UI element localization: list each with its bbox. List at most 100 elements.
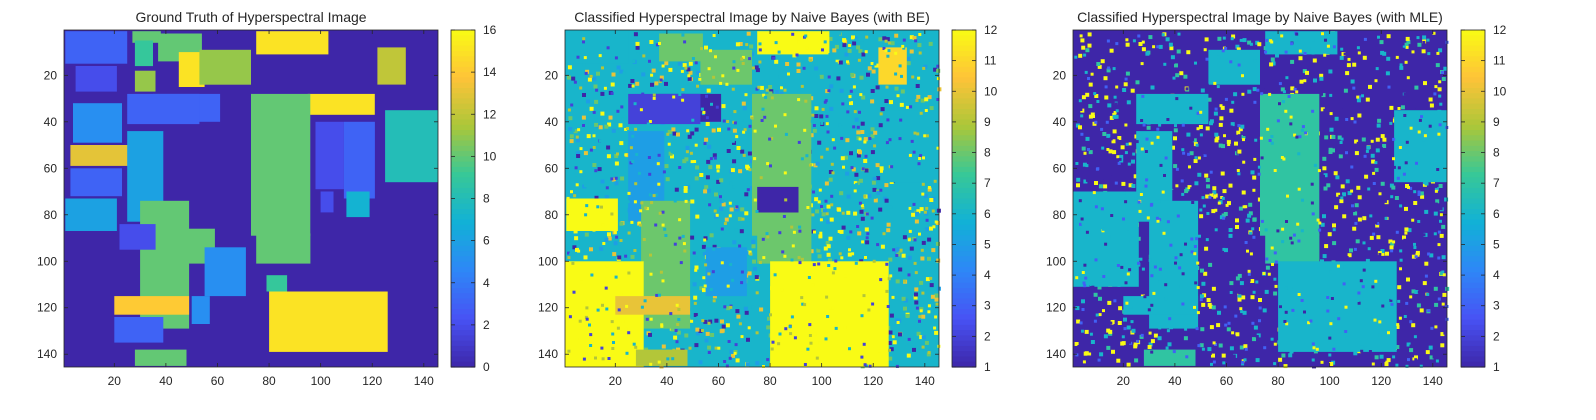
heatmap-speckle-cell [1074,55,1078,59]
heatmap-speckle-cell [1140,119,1144,122]
heatmap-noise-cell [650,82,654,87]
heatmap-speckle-cell [633,200,637,204]
heatmap-noise-cell [704,137,709,142]
heatmap-speckle-cell [691,118,695,122]
heatmap-noise-cell [1299,79,1304,84]
heatmap-speckle-cell [936,77,940,81]
heatmap-noise-cell [712,244,717,249]
heatmap-speckle-cell [789,332,793,336]
heatmap-noise-cell [852,41,857,46]
heatmap-speckle-cell [1311,344,1315,347]
heatmap-noise-cell [716,179,721,184]
heatmap-speckle-cell [612,341,615,344]
heatmap-noise-cell [923,194,928,199]
heatmap-noise-cell [1357,113,1362,118]
heatmap-speckle-cell [1075,162,1079,165]
heatmap-speckle-cell [1202,79,1206,83]
heatmap-noise-cell [826,204,831,209]
heatmap-noise-cell [916,331,921,336]
heatmap-speckle-cell [723,222,727,225]
heatmap-speckle-cell [732,60,736,64]
heatmap-region-5 [878,47,907,85]
heatmap-speckle-cell [656,162,660,166]
heatmap-speckle-cell [1438,251,1441,255]
heatmap-speckle-cell [879,112,883,116]
heatmap-noise-cell [856,45,861,50]
y-tick-label: 140 [538,347,558,361]
heatmap-noise-cell [752,259,757,264]
heatmap-speckle-cell [1269,39,1273,43]
heatmap-noise-cell [1111,349,1115,354]
heatmap-noise-cell [916,94,921,99]
heatmap-speckle-cell [734,228,738,232]
heatmap-speckle-cell [634,127,638,131]
heatmap-speckle-cell [731,139,735,143]
heatmap-noise-cell [1404,42,1409,47]
colorbar-segment [451,293,475,300]
heatmap-noise-cell [899,102,904,107]
heatmap-speckle-cell [1094,205,1098,209]
heatmap-speckle-cell [1229,163,1233,167]
heatmap-speckle-cell [1075,353,1079,357]
colorbar-segment [952,209,976,215]
heatmap-speckle-cell [1397,235,1401,239]
heatmap-speckle-cell [910,139,914,143]
heatmap-speckle-cell [1397,299,1401,303]
heatmap-speckle-cell [1240,310,1244,314]
heatmap-noise-cell [823,208,827,213]
heatmap-speckle-cell [1361,285,1365,289]
heatmap-noise-cell [849,101,853,106]
heatmap-noise-cell [1117,321,1122,325]
heatmap-speckle-cell [709,157,713,161]
heatmap-noise-cell [1081,146,1086,151]
heatmap-region-17 [615,296,691,315]
heatmap-noise-cell [1150,85,1155,90]
colorbar-segment [451,30,475,36]
chart-panel-1: 20 40 60 80 100 120 14020406080100120140Ground… [37,9,497,388]
heatmap-speckle-cell [1365,167,1369,171]
heatmap-noise-cell [1252,87,1257,92]
heatmap-speckle-cell [870,62,874,65]
heatmap-noise-cell [707,144,712,149]
heatmap-speckle-cell [1323,53,1327,57]
colorbar-segment [952,151,976,157]
heatmap-speckle-cell [713,209,717,213]
heatmap-noise-cell [1090,145,1095,150]
heatmap-noise-cell [586,99,590,104]
heatmap-speckle-cell [887,41,891,45]
heatmap-speckle-cell [1405,364,1409,368]
heatmap-speckle-cell [760,119,764,122]
heatmap-speckle-cell [1356,46,1360,50]
heatmap-speckle-cell [813,230,816,234]
heatmap-speckle-cell [1241,359,1245,363]
heatmap-speckle-cell [1415,161,1418,165]
heatmap-noise-cell [1130,109,1134,114]
heatmap-speckle-cell [1369,214,1373,218]
heatmap-speckle-cell [704,263,708,267]
heatmap-noise-cell [1435,228,1440,233]
heatmap-speckle-cell [769,313,772,317]
heatmap-noise-cell [699,286,704,291]
heatmap-speckle-cell [755,210,759,213]
heatmap-speckle-cell [611,332,615,336]
heatmap-speckle-cell [1237,124,1241,128]
heatmap-speckle-cell [578,32,582,36]
heatmap-speckle-cell [1392,157,1395,161]
heatmap-noise-cell [755,68,760,73]
heatmap-speckle-cell [1215,92,1219,96]
heatmap-noise-cell [676,132,680,137]
heatmap-speckle-cell [720,227,724,231]
heatmap-speckle-cell [707,321,711,325]
heatmap-speckle-cell [570,190,573,194]
heatmap-speckle-cell [1343,52,1347,56]
heatmap-noise-cell [1350,208,1355,212]
heatmap-speckle-cell [1281,240,1285,244]
heatmap-speckle-cell [702,110,706,114]
heatmap-speckle-cell [576,55,580,59]
heatmap-noise-cell [1421,49,1426,54]
heatmap-speckle-cell [666,357,670,361]
heatmap-noise-cell [1216,99,1221,104]
heatmap-noise-cell [1081,299,1085,304]
heatmap-noise-cell [1324,135,1329,140]
heatmap-noise-cell [693,313,698,317]
